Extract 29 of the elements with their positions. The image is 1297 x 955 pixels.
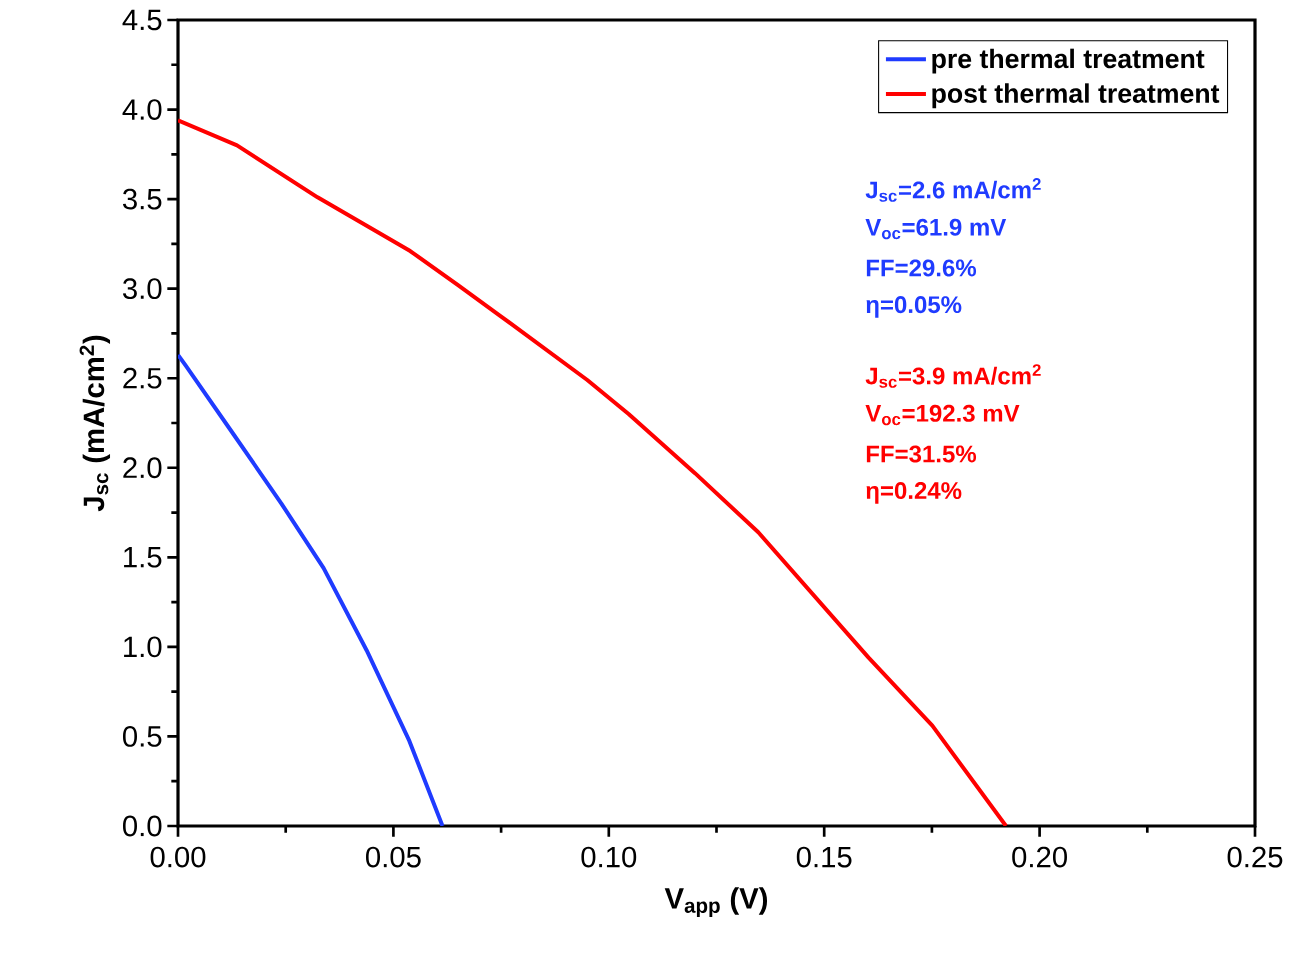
x-tick-label: 0.15 bbox=[796, 846, 852, 868]
y-tick-label: 1.5 bbox=[124, 547, 162, 568]
x-tick-label: 0.05 bbox=[366, 846, 421, 868]
annotation: η=0.05% bbox=[866, 296, 962, 318]
y-tick-label: 4.5 bbox=[122, 9, 162, 31]
y-tick-label: 3.0 bbox=[122, 278, 162, 300]
y-tick-label: 1.0 bbox=[124, 636, 162, 658]
y-tick-label: 2.0 bbox=[123, 457, 162, 479]
legend-label: post thermal treatment bbox=[932, 83, 1220, 109]
annotation: V$_{oc}$=61.9 mV bbox=[865, 218, 1007, 240]
x-axis-title: V$_{app}$ (V) bbox=[664, 887, 768, 917]
y-tick-label: 3.5 bbox=[122, 188, 162, 210]
y-tick-label: 0.5 bbox=[123, 726, 162, 747]
x-tick-label: 0.00 bbox=[150, 846, 206, 868]
y-tick-label: 4.0 bbox=[122, 99, 162, 120]
y-tick-label: 0.0 bbox=[123, 815, 162, 837]
annotation: J$_{sc}$=2.6 mA/cm$^{2}$ bbox=[865, 178, 1041, 202]
annotation: J$_{sc}$=3.9 mA/cm$^{2}$ bbox=[865, 364, 1041, 388]
annotation: η=0.24% bbox=[866, 482, 962, 504]
y-axis-title: J$_{sc}$ (mA/cm$^{2}$) bbox=[79, 335, 111, 512]
x-tick-label: 0.10 bbox=[581, 846, 637, 868]
legend-label: pre thermal treatment bbox=[932, 48, 1205, 74]
x-tick-label: 0.20 bbox=[1012, 846, 1067, 868]
y-tick-label: 2.5 bbox=[123, 367, 162, 389]
x-tick-label: 0.25 bbox=[1227, 846, 1283, 868]
annotation: FF=31.5% bbox=[866, 445, 977, 463]
annotation: V$_{oc}$=192.3 mV bbox=[865, 404, 1020, 426]
line-series bbox=[178, 352, 445, 826]
annotation: FF=29.6% bbox=[866, 259, 977, 277]
